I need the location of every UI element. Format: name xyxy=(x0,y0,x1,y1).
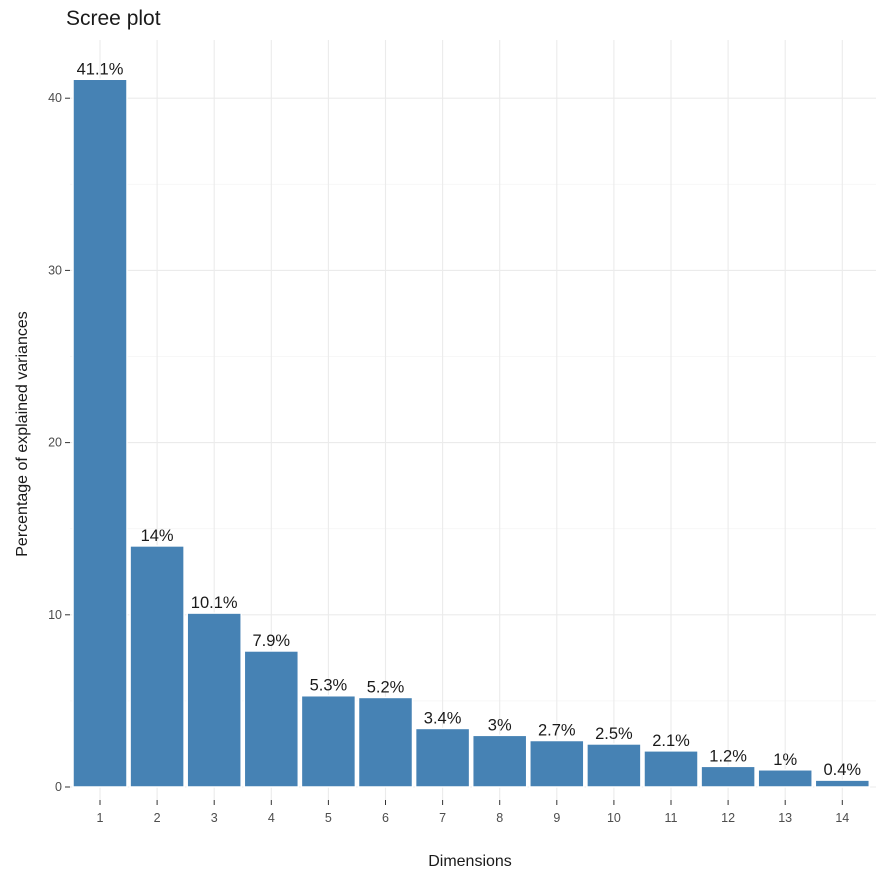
bar-dimension-3 xyxy=(186,612,242,788)
data-label-dimension-11: 2.1% xyxy=(652,732,690,750)
data-label-dimension-7: 3.4% xyxy=(424,709,462,727)
x-tick-label: 4 xyxy=(268,811,275,825)
bar-dimension-7 xyxy=(414,727,471,788)
data-label-dimension-1: 41.1% xyxy=(77,60,124,78)
data-label-dimension-14: 0.4% xyxy=(823,761,861,779)
bar-dimension-13 xyxy=(757,769,813,788)
data-label-dimension-12: 1.2% xyxy=(709,747,747,765)
x-axis-title: Dimensions xyxy=(428,853,512,870)
data-label-dimension-8: 3% xyxy=(488,716,512,734)
x-tick-label: 3 xyxy=(211,811,218,825)
y-tick-label: 30 xyxy=(48,263,62,277)
y-tick-label: 20 xyxy=(48,436,62,450)
x-tick-label: 12 xyxy=(721,811,735,825)
bar-dimension-4 xyxy=(243,650,300,788)
x-tick-label: 2 xyxy=(154,811,161,825)
y-axis-title: Percentage of explained variances xyxy=(14,311,31,557)
data-label-layer: 41.1% 14% 10.1% 7.9% 5.3% 5.2% 3.4% 3% 2.7% 2.5% 2… xyxy=(77,60,862,779)
x-tick-label: 7 xyxy=(439,811,446,825)
data-label-dimension-10: 2.5% xyxy=(595,725,633,743)
x-tick-label: 5 xyxy=(325,811,332,825)
x-tick-label: 8 xyxy=(496,811,503,825)
y-tick-label: 0 xyxy=(55,780,62,794)
bar-dimension-1 xyxy=(72,78,128,788)
bar-dimension-8 xyxy=(471,734,528,788)
x-tick-label: 10 xyxy=(607,811,621,825)
x-tick-label: 9 xyxy=(553,811,560,825)
x-tick-label: 13 xyxy=(778,811,792,825)
bar-dimension-12 xyxy=(700,765,756,788)
bar-dimension-14 xyxy=(814,779,871,788)
y-tick-label: 10 xyxy=(48,608,62,622)
data-label-dimension-4: 7.9% xyxy=(252,632,290,650)
bar-dimension-10 xyxy=(586,743,642,788)
x-tick-label: 14 xyxy=(835,811,849,825)
data-label-dimension-5: 5.3% xyxy=(310,677,348,695)
data-label-dimension-9: 2.7% xyxy=(538,722,576,740)
chart-title: Scree plot xyxy=(66,7,161,30)
bar-dimension-11 xyxy=(643,750,699,788)
x-tick-label: 6 xyxy=(382,811,389,825)
bar-dimension-9 xyxy=(529,739,585,788)
x-tick-label: 1 xyxy=(97,811,104,825)
y-tick-label: 40 xyxy=(48,91,62,105)
data-label-dimension-6: 5.2% xyxy=(367,678,405,696)
data-label-dimension-13: 1% xyxy=(773,751,797,769)
x-tick-label: 11 xyxy=(665,811,678,825)
bar-layer xyxy=(72,78,871,788)
bar-dimension-5 xyxy=(300,694,357,788)
data-label-dimension-2: 14% xyxy=(141,527,174,545)
data-label-dimension-3: 10.1% xyxy=(191,594,238,612)
bar-dimension-6 xyxy=(357,696,414,788)
bar-dimension-2 xyxy=(129,545,185,788)
